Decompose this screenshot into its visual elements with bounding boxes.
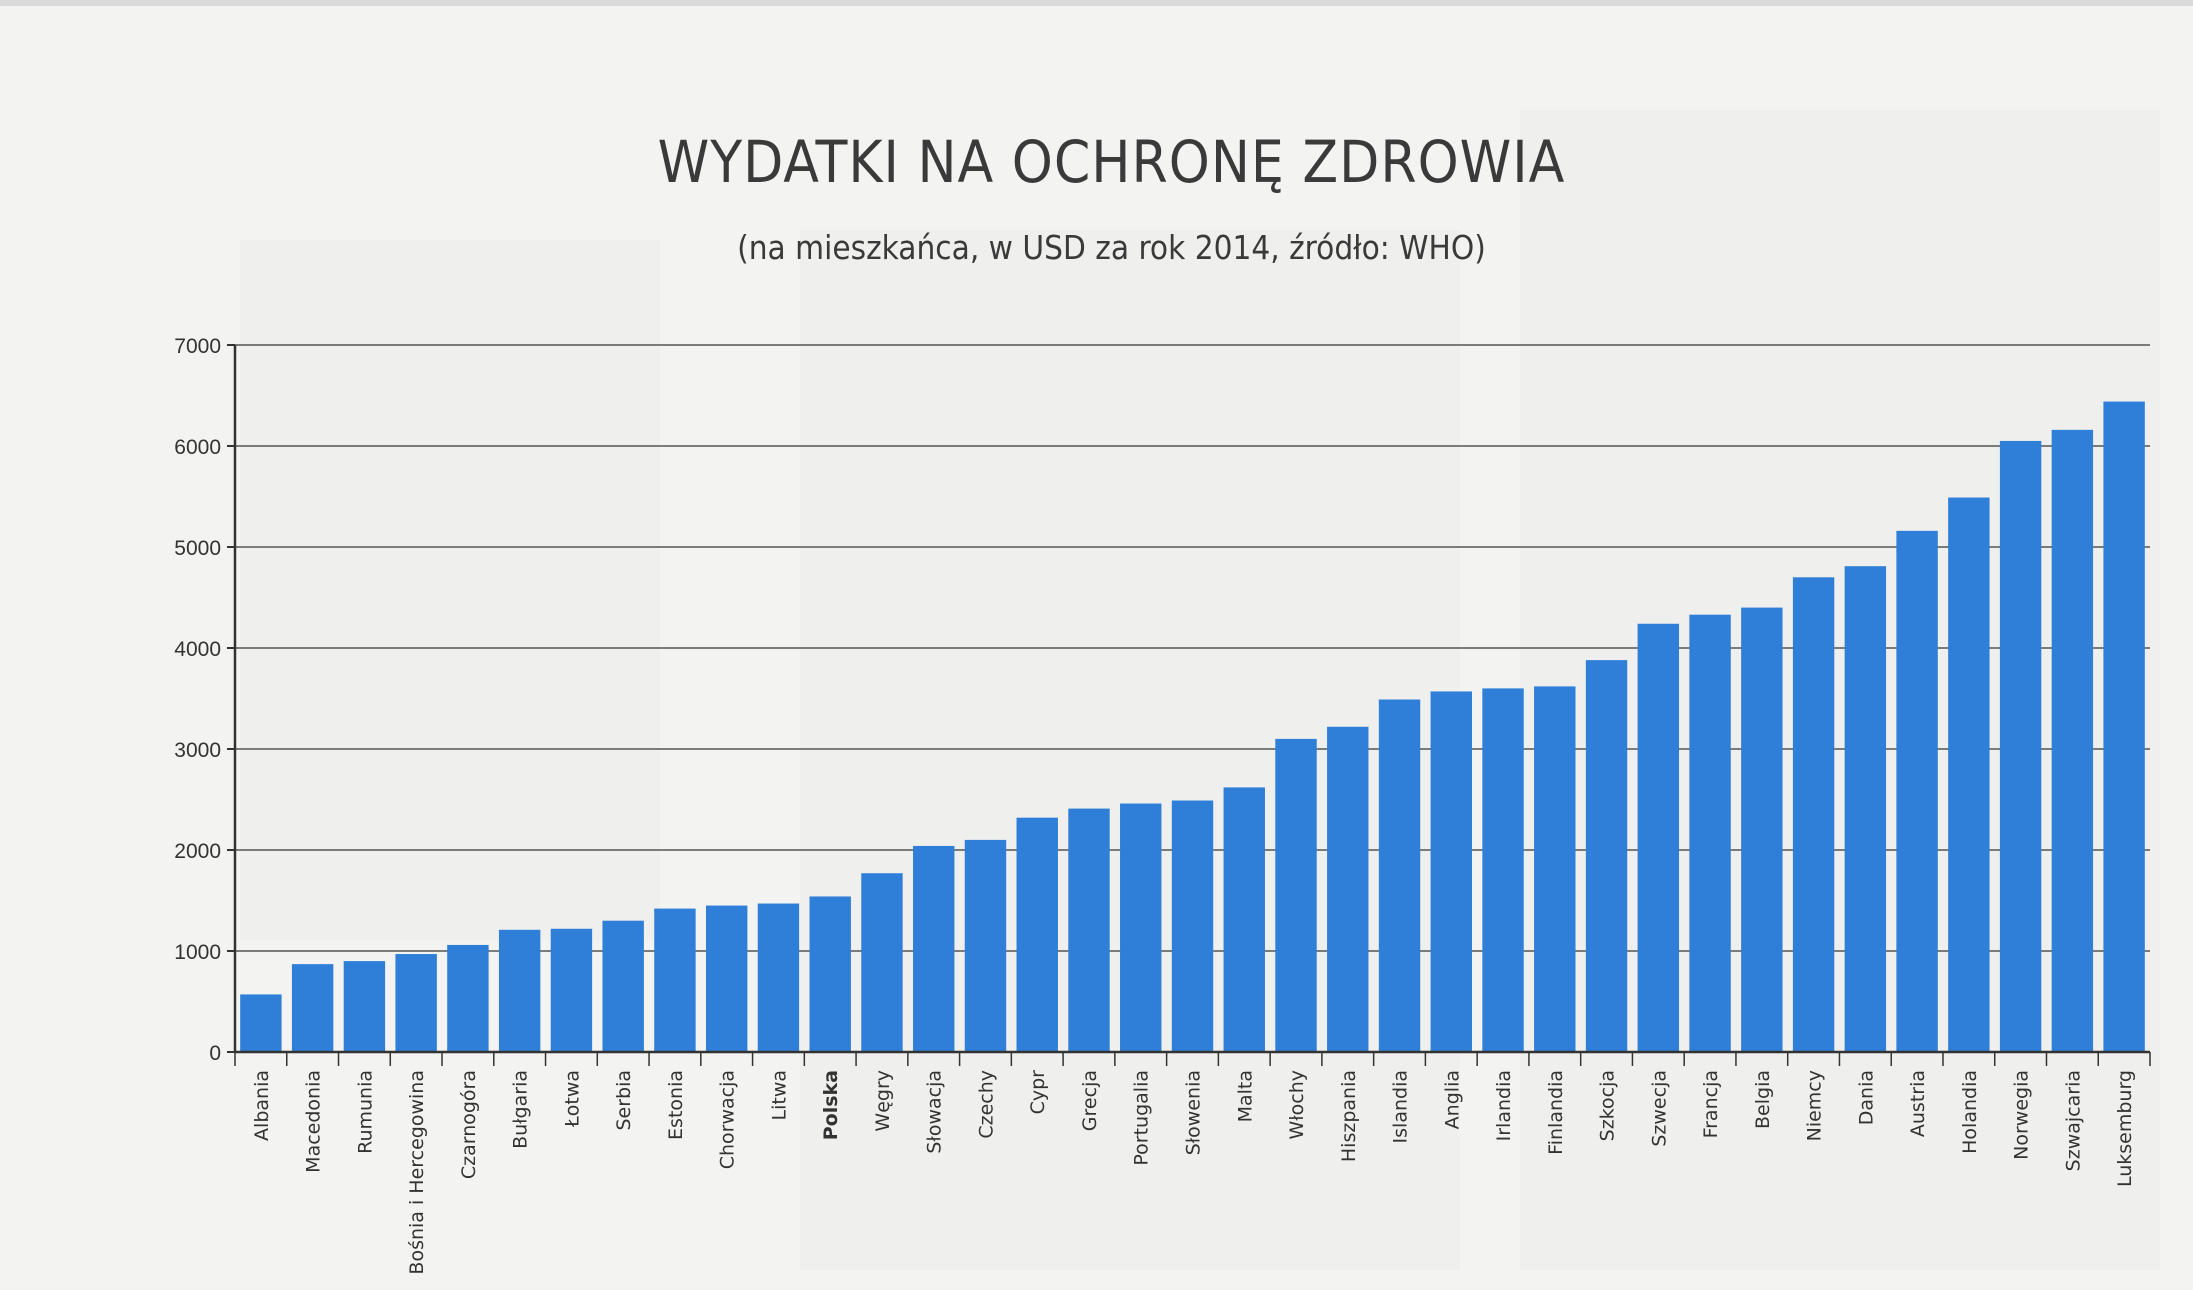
x-tick-label: Czarnogóra bbox=[458, 1070, 480, 1179]
bar bbox=[1689, 614, 1731, 1052]
y-tick-label: 7000 bbox=[174, 335, 221, 358]
x-tick-label: Irlandia bbox=[1493, 1070, 1515, 1141]
x-tick-label: Estonia bbox=[665, 1070, 687, 1140]
x-tick-label: Macedonia bbox=[303, 1070, 325, 1173]
x-tick-label: Hiszpania bbox=[1338, 1070, 1360, 1162]
y-tick-label: 0 bbox=[209, 1042, 221, 1065]
bar bbox=[1378, 699, 1421, 1052]
bar bbox=[1948, 497, 1990, 1052]
x-tick-label: Cypr bbox=[1027, 1070, 1049, 1115]
bar bbox=[343, 961, 386, 1052]
x-tick-label: Łotwa bbox=[561, 1070, 583, 1128]
chart-subtitle: (na mieszkańca, w USD za rok 2014, źródł… bbox=[737, 228, 1486, 267]
bar bbox=[1792, 577, 1835, 1052]
bar bbox=[1741, 607, 1783, 1052]
y-tick-label: 5000 bbox=[174, 537, 221, 560]
x-tick-label: Węgry bbox=[872, 1070, 894, 1132]
bar bbox=[240, 994, 282, 1052]
bar bbox=[1637, 623, 1680, 1052]
x-tick-label: Finlandia bbox=[1545, 1070, 1567, 1155]
x-tick-label: Czechy bbox=[975, 1070, 997, 1139]
x-tick-label: Bułgaria bbox=[510, 1070, 532, 1149]
x-tick-label: Szwajcaria bbox=[2062, 1070, 2084, 1171]
x-axis-labels: Albania Macedonia Rumunia Bośnia i Hercegow… bbox=[234, 1052, 2151, 1275]
x-tick-label: Serbia bbox=[613, 1070, 635, 1131]
x-tick-label: Polska bbox=[820, 1070, 842, 1140]
x-tick-label: Słowenia bbox=[1183, 1070, 1205, 1155]
bar bbox=[291, 964, 334, 1052]
x-tick-label: Portugalia bbox=[1131, 1070, 1153, 1166]
x-tick-label: Austria bbox=[1907, 1070, 1929, 1137]
x-tick-label: Islandia bbox=[1390, 1070, 1412, 1143]
bar bbox=[2103, 401, 2145, 1052]
x-tick-label: Litwa bbox=[768, 1070, 790, 1121]
bar bbox=[1120, 803, 1162, 1052]
bar bbox=[1327, 726, 1369, 1052]
x-tick-label: Chorwacja bbox=[717, 1070, 739, 1169]
x-tick-label: Słowacja bbox=[924, 1070, 946, 1154]
bar bbox=[602, 920, 644, 1052]
bar bbox=[1275, 738, 1317, 1052]
bar bbox=[861, 873, 903, 1052]
x-tick-label: Malta bbox=[1234, 1070, 1256, 1122]
background-bleed-left bbox=[240, 240, 660, 940]
bar bbox=[964, 839, 1007, 1052]
x-tick-label: Francja bbox=[1700, 1070, 1722, 1138]
bar bbox=[1223, 787, 1265, 1052]
x-tick-label: Holandia bbox=[1959, 1070, 1981, 1154]
x-tick-label: Grecja bbox=[1079, 1070, 1101, 1131]
x-tick-label: Luksemburg bbox=[2114, 1070, 2136, 1187]
bar bbox=[395, 954, 437, 1052]
y-tick-label: 4000 bbox=[174, 638, 221, 661]
bar bbox=[1482, 688, 1524, 1052]
y-tick-label: 1000 bbox=[174, 941, 221, 964]
x-tick-label: Norwegia bbox=[2011, 1070, 2033, 1160]
bar bbox=[1016, 817, 1058, 1052]
bar bbox=[1430, 691, 1472, 1052]
x-tick-label: Belgia bbox=[1752, 1070, 1774, 1129]
bar bbox=[447, 944, 489, 1052]
bars bbox=[240, 401, 2145, 1053]
bar bbox=[1068, 808, 1110, 1052]
x-tick-label: Szwecja bbox=[1648, 1070, 1670, 1147]
y-tick-label: 3000 bbox=[174, 739, 221, 762]
x-tick-label: Rumunia bbox=[354, 1070, 376, 1154]
y-tick-label: 2000 bbox=[174, 840, 221, 863]
x-tick-label: Niemcy bbox=[1804, 1070, 1826, 1141]
y-tick-label: 6000 bbox=[174, 436, 221, 459]
bar bbox=[1896, 530, 1938, 1052]
y-axis-ticks: 0 1000 2000 3000 4000 5000 6000 7000 bbox=[174, 335, 235, 1065]
bar bbox=[757, 903, 800, 1052]
bar bbox=[2051, 429, 2094, 1053]
x-tick-label: Albania bbox=[251, 1070, 273, 1141]
x-tick-label: Dania bbox=[1855, 1070, 1877, 1125]
bar bbox=[1999, 440, 2042, 1052]
bar bbox=[913, 845, 955, 1052]
x-tick-label: Włochy bbox=[1286, 1070, 1308, 1140]
x-tick-label: Bośnia i Hercegowina bbox=[406, 1070, 428, 1275]
bar bbox=[1844, 566, 1887, 1052]
axes bbox=[233, 345, 2150, 1054]
bar bbox=[1534, 686, 1576, 1052]
bar bbox=[1585, 660, 1628, 1052]
x-tick-label: Anglia bbox=[1441, 1070, 1463, 1129]
page-header-strip bbox=[0, 0, 2193, 6]
bar bbox=[550, 928, 593, 1052]
chart-title: WYDATKI NA OCHRONĘ ZDROWIA bbox=[657, 128, 1566, 196]
bar bbox=[705, 905, 748, 1052]
bar bbox=[1171, 800, 1214, 1052]
bar bbox=[809, 896, 851, 1052]
bar bbox=[498, 929, 541, 1052]
bar bbox=[654, 908, 696, 1052]
x-tick-label: Szkocja bbox=[1597, 1070, 1619, 1141]
